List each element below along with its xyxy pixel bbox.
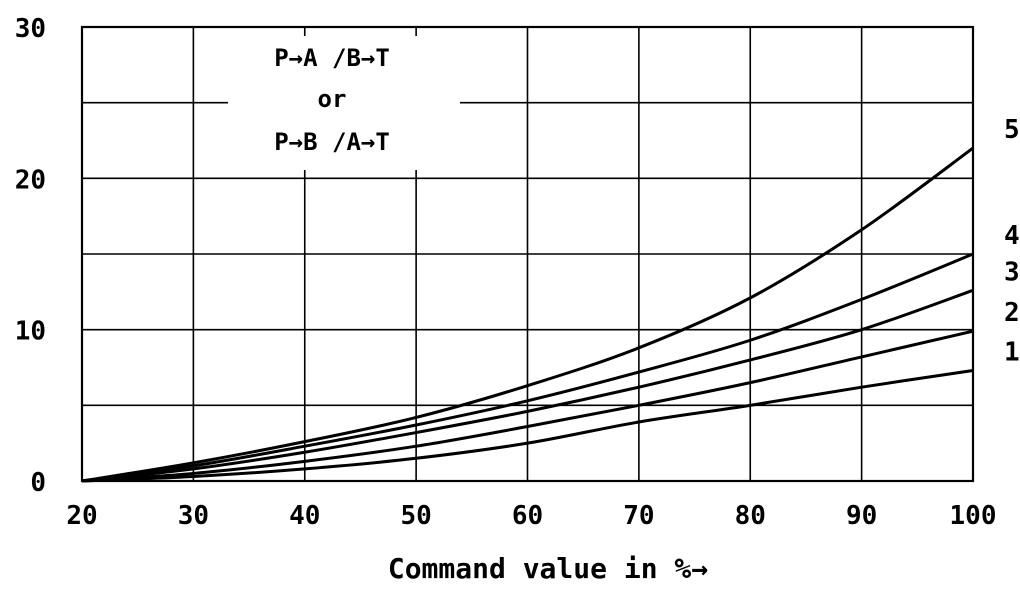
annotation-background xyxy=(228,36,460,170)
series-label-5: 5 xyxy=(1004,115,1020,145)
x-tick-label: 90 xyxy=(846,501,877,531)
x-tick-label: 20 xyxy=(66,501,97,531)
series-line-5 xyxy=(81,146,974,483)
series-labels: 1 2 3 4 5 xyxy=(1004,115,1020,367)
x-tick-label: 70 xyxy=(623,501,654,531)
x-axis-label: Command value in %→ xyxy=(388,552,708,585)
y-tick-label: 30 xyxy=(15,14,46,44)
x-tick-label: 50 xyxy=(400,501,431,531)
series-label-4: 4 xyxy=(1004,221,1020,251)
series-line-4 xyxy=(81,252,974,483)
x-tick-label: 40 xyxy=(289,501,320,531)
series-line-2 xyxy=(81,329,974,483)
annotation-line-2: or xyxy=(318,85,347,113)
y-tick-label: 0 xyxy=(30,468,46,498)
annotation-line-3: P→B /A→T xyxy=(274,128,390,156)
x-tick-label: 80 xyxy=(735,501,766,531)
series-line-1 xyxy=(81,369,974,483)
y-tick-labels: 0 10 20 30 xyxy=(15,14,46,498)
legend-annotation: P→A /B→T or P→B /A→T xyxy=(228,36,460,170)
x-tick-labels: 20 30 40 50 60 70 80 90 100 xyxy=(66,501,996,531)
series-label-3: 3 xyxy=(1004,257,1020,287)
series-label-1: 1 xyxy=(1004,338,1020,368)
y-tick-label: 10 xyxy=(15,317,46,347)
series-lines xyxy=(81,146,974,483)
x-tick-label: 100 xyxy=(950,501,997,531)
series-label-2: 2 xyxy=(1004,298,1020,328)
y-tick-label: 20 xyxy=(15,165,46,195)
series-line-3 xyxy=(81,288,974,483)
x-tick-label: 30 xyxy=(178,501,209,531)
annotation-line-1: P→A /B→T xyxy=(274,44,390,72)
x-tick-label: 60 xyxy=(512,501,543,531)
